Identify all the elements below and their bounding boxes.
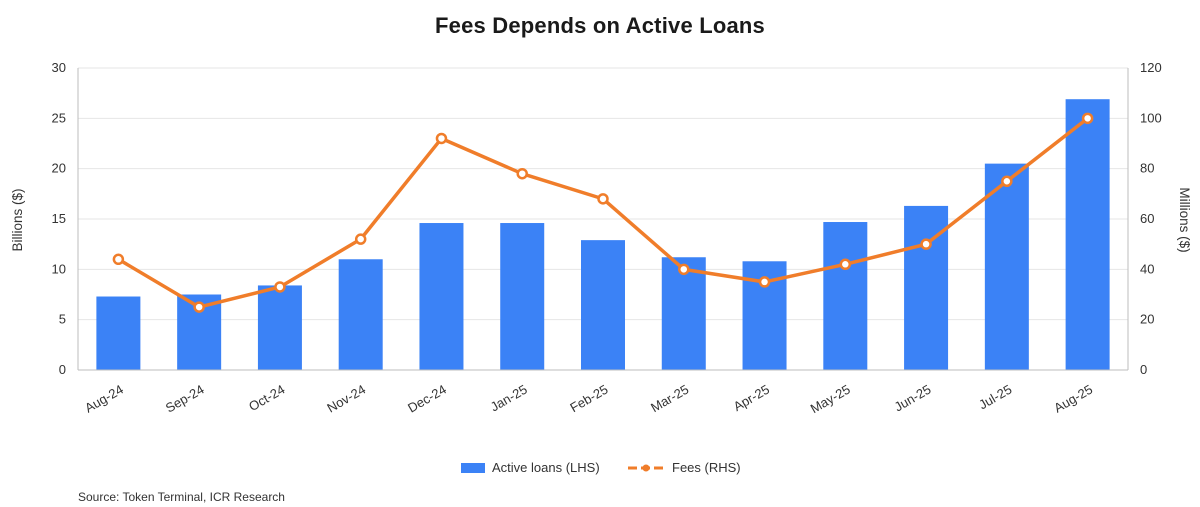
x-axis-ticks: Aug-24 Sep-24 Oct-24 Nov-24 Dec-24 Jan-25 Feb-… (82, 382, 1095, 417)
left-tick-label: 25 (52, 110, 66, 125)
right-tick-label: 40 (1140, 261, 1154, 276)
line-series (112, 112, 1094, 313)
bar (257, 285, 302, 370)
x-tick-label: Dec-24 (405, 382, 449, 416)
fees-point (1081, 112, 1094, 125)
legend: Active loans (LHS) Fees (RHS) (461, 460, 741, 475)
x-tick-label: Jul-25 (976, 382, 1014, 413)
left-tick-label: 0 (59, 362, 66, 377)
x-tick-label: Jun-25 (892, 382, 934, 415)
bar (419, 223, 464, 370)
legend-label-bar: Active loans (LHS) (492, 460, 600, 475)
fees-point (435, 132, 448, 145)
right-tick-label: 120 (1140, 60, 1162, 75)
bar-series (96, 99, 1110, 370)
right-tick-label: 20 (1140, 312, 1154, 327)
fees-point (354, 233, 367, 245)
fees-point (678, 263, 690, 276)
x-tick-label: Oct-24 (246, 382, 287, 414)
left-tick-label: 20 (52, 161, 66, 176)
fees-point (193, 301, 205, 313)
left-tick-label: 30 (52, 60, 66, 75)
left-tick-label: 5 (59, 312, 66, 327)
bar (500, 223, 545, 370)
x-tick-label: Feb-25 (567, 382, 610, 416)
x-tick-label: Aug-25 (1051, 382, 1095, 416)
left-axis-title: Billions ($) (10, 188, 25, 251)
left-tick-label: 10 (52, 261, 66, 276)
bar (1065, 99, 1110, 370)
x-tick-label: May-25 (808, 382, 853, 417)
right-tick-label: 80 (1140, 161, 1154, 176)
legend-swatch-marker (642, 464, 650, 472)
source-note: Source: Token Terminal, ICR Research (78, 490, 285, 504)
right-tick-label: 0 (1140, 362, 1147, 377)
bar (661, 257, 706, 370)
bar (581, 240, 625, 370)
x-tick-label: Jan-25 (488, 382, 530, 415)
right-tick-label: 100 (1140, 110, 1162, 125)
x-tick-label: Sep-24 (163, 382, 207, 416)
bar (96, 296, 141, 370)
x-tick-label: Apr-25 (731, 382, 772, 415)
fees-point (516, 167, 528, 180)
left-tick-label: 15 (52, 211, 66, 226)
left-axis-ticks: 0 5 10 15 20 25 30 (52, 60, 66, 377)
fees-point (274, 281, 286, 293)
x-tick-label: Aug-24 (82, 382, 126, 416)
bar (984, 163, 1029, 370)
fees-point (1001, 175, 1013, 187)
chart-title: Fees Depends on Active Loans (435, 13, 765, 38)
legend-label-line: Fees (RHS) (672, 460, 741, 475)
right-axis-ticks: 0 20 40 60 80 100 120 (1140, 60, 1162, 377)
bar (338, 259, 383, 370)
fees-point (920, 238, 932, 250)
axes (77, 68, 1129, 371)
fees-point (839, 258, 852, 271)
fees-point (112, 253, 125, 266)
legend-swatch-bar (461, 463, 485, 473)
x-tick-label: Nov-24 (324, 382, 368, 416)
x-tick-label: Mar-25 (648, 382, 691, 416)
fees-point (597, 193, 609, 205)
fees-point (758, 276, 771, 288)
right-tick-label: 60 (1140, 211, 1154, 226)
right-axis-title: Millions ($) (1177, 187, 1192, 252)
bar (823, 222, 868, 370)
